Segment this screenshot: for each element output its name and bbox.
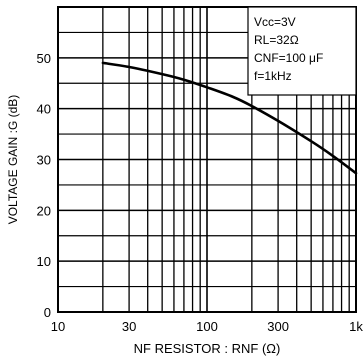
conditions-legend: Vcc=3V RL=32Ω CNF=100 μF f=1kHz: [247, 6, 357, 96]
x-tick-label: 1k: [349, 319, 363, 334]
y-axis-label: VOLTAGE GAIN :G (dB): [6, 95, 20, 225]
y-tick-labels: 0 10 20 30 40 50: [37, 51, 51, 320]
plot-frame: [57, 6, 357, 313]
y-tick-label: 20: [37, 203, 51, 218]
x-axis-label: NF RESISTOR : RNF (Ω): [134, 341, 281, 356]
y-tick-label: 40: [37, 102, 51, 117]
condition-line: CNF=100 μF: [254, 51, 323, 65]
y-tick-label: 30: [37, 153, 51, 168]
gain-curve: [101, 61, 358, 175]
y-tick-label: 10: [37, 254, 51, 269]
legend-box: [247, 6, 357, 96]
x-tick-label: 100: [196, 319, 218, 334]
x-tick-label: 30: [122, 319, 136, 334]
x-tick-labels: 10 30 100 300 1k: [51, 319, 363, 334]
condition-line: f=1kHz: [254, 69, 292, 83]
x-tick-label: 10: [51, 319, 65, 334]
x-tick-label: 300: [267, 319, 289, 334]
condition-line: Vcc=3V: [254, 15, 296, 29]
y-tick-label: 50: [37, 51, 51, 66]
condition-line: RL=32Ω: [254, 33, 299, 47]
y-tick-label: 0: [44, 305, 51, 320]
